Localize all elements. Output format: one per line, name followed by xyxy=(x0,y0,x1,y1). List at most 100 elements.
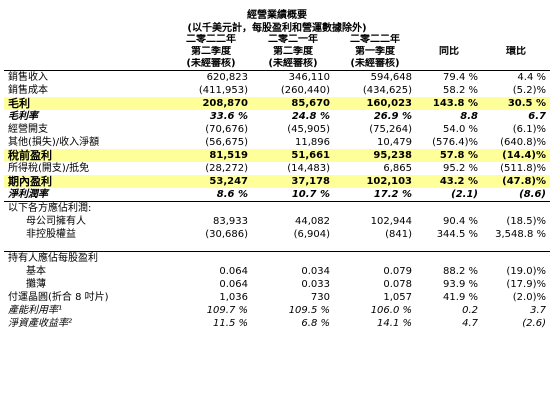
cell: 95,238 xyxy=(334,149,416,162)
table-row: 母公司擁有人 83,933 44,082 102,944 90.4 % (18.… xyxy=(4,215,550,228)
cell: 0.079 xyxy=(383,266,412,277)
cell: (19.0)% xyxy=(506,266,546,277)
cell: 160,023 xyxy=(334,97,416,110)
page-subtitle: (以千美元計，每股盈利和營運數據除外) xyxy=(187,23,367,34)
cell: 24.8 % xyxy=(291,111,330,122)
cell: (14.4)% xyxy=(482,149,550,162)
spacer-row xyxy=(4,241,550,252)
cell: (30,686) xyxy=(205,229,248,240)
cell: (2.6) xyxy=(522,318,546,329)
cell: 93.9 % xyxy=(443,279,478,290)
cell: (18.5)% xyxy=(506,216,546,227)
cell: 730 xyxy=(310,292,330,303)
section-header-row: 以下各方應佔利潤: xyxy=(4,202,550,216)
col2-header-audit: (未經審核) xyxy=(252,58,334,71)
cell: (17.9)% xyxy=(506,279,546,290)
cell: 620,823 xyxy=(206,72,248,83)
cell: 58.2 % xyxy=(443,85,478,96)
table-row: 淨資產收益率² 11.5 % 6.8 % 14.1 % 4.7 (2.6) xyxy=(4,317,550,330)
cell: (75,264) xyxy=(369,124,412,135)
qoq-header: 環比 xyxy=(506,46,526,57)
cell: (8.6) xyxy=(482,188,550,202)
cell: 57.8 % xyxy=(416,149,482,162)
col3-header-audit: (未經審核) xyxy=(334,58,416,71)
col3-header-quarter: 第一季度 xyxy=(355,46,395,57)
header-row-3: (未經審核) (未經審核) (未經審核) xyxy=(4,58,550,71)
table-row: 淨利潤率 8.6 % 10.7 % 17.2 % (2.1) (8.6) xyxy=(4,188,550,202)
cell: (2.0)% xyxy=(512,292,546,303)
cell: (47.8)% xyxy=(482,175,550,188)
cell: 106.0 % xyxy=(370,305,412,316)
cell: 88.2 % xyxy=(443,266,478,277)
cell: (6.1)% xyxy=(512,124,546,135)
cell: 41.9 % xyxy=(443,292,478,303)
header-row-2: 第二季度 第二季度 第一季度 同比 環比 xyxy=(4,46,550,58)
row-label: 銷售收入 xyxy=(8,72,48,83)
cell: 102,103 xyxy=(334,175,416,188)
cell: 6,865 xyxy=(383,163,412,174)
cell: 51,661 xyxy=(252,149,334,162)
row-label: 產能利用率¹ xyxy=(8,305,63,316)
row-label: 其他(損失)/收入淨額 xyxy=(8,137,100,148)
cell: 43.2 % xyxy=(416,175,482,188)
table-row: 付運晶圓(折合 8 吋片) 1,036 730 1,057 41.9 % (2.… xyxy=(4,291,550,304)
cell: (56,675) xyxy=(205,137,248,148)
col2-header-year: 二零二一年 xyxy=(268,34,318,45)
table-row: 非控股權益 (30,686) (6,904) (841) 344.5 % 3,5… xyxy=(4,228,550,241)
cell: (576.4)% xyxy=(432,137,478,148)
cell: 4.4 % xyxy=(517,72,546,83)
cell: 54.0 % xyxy=(443,124,478,135)
cell: 14.1 % xyxy=(377,318,412,329)
col1-header-audit: (未經審核) xyxy=(170,58,252,71)
cell: 30.5 % xyxy=(482,97,550,110)
col2-header-quarter: 第二季度 xyxy=(273,46,313,57)
cell: 346,110 xyxy=(288,72,330,83)
cell: 6.8 % xyxy=(301,318,330,329)
table-row-highlight: 毛利 208,870 85,670 160,023 143.8 % 30.5 % xyxy=(4,97,550,110)
row-label: 母公司擁有人 xyxy=(26,216,86,227)
cell: (260,440) xyxy=(280,85,330,96)
cell: 3.7 xyxy=(530,305,546,316)
cell: 33.6 % xyxy=(209,111,248,122)
table-row: 銷售收入 620,823 346,110 594,648 79.4 % 4.4 … xyxy=(4,71,550,85)
row-label: 稅前盈利 xyxy=(4,149,170,162)
cell: 109.7 % xyxy=(206,305,248,316)
row-label: 銷售成本 xyxy=(8,85,48,96)
cell: (411,953) xyxy=(198,85,248,96)
cell: 79.4 % xyxy=(443,72,478,83)
cell: 3,548.8 % xyxy=(495,229,546,240)
cell: (70,676) xyxy=(205,124,248,135)
row-label: 淨利潤率 xyxy=(4,188,170,202)
table-row: 所得稅(開支)/抵免 (28,272) (14,483) 6,865 95.2 … xyxy=(4,162,550,175)
cell: (511.8)% xyxy=(500,163,546,174)
row-label: 淨資產收益率² xyxy=(8,318,73,329)
cell: (841) xyxy=(385,229,412,240)
table-row: 毛利率 33.6 % 24.8 % 26.9 % 8.8 6.7 xyxy=(4,110,550,123)
cell: 10.7 % xyxy=(252,188,334,202)
row-label: 攤薄 xyxy=(26,279,46,290)
cell: 0.2 xyxy=(462,305,478,316)
cell: 109.5 % xyxy=(288,305,330,316)
row-label: 持有人應佔每股盈利 xyxy=(4,251,170,265)
col3-header-year: 二零二二年 xyxy=(350,34,400,45)
cell: 11,896 xyxy=(295,137,330,148)
cell: (434,625) xyxy=(362,85,412,96)
cell: 4.7 xyxy=(462,318,478,329)
cell: 17.2 % xyxy=(334,188,416,202)
row-label: 基本 xyxy=(26,266,46,277)
cell: 0.064 xyxy=(219,266,248,277)
cell: (2.1) xyxy=(416,188,482,202)
row-label: 期內盈利 xyxy=(4,175,170,188)
cell: 11.5 % xyxy=(213,318,248,329)
section-header-row: 持有人應佔每股盈利 xyxy=(4,251,550,265)
cell: (14,483) xyxy=(287,163,330,174)
table-row: 其他(損失)/收入淨額 (56,675) 11,896 10,479 (576.… xyxy=(4,136,550,149)
cell: 44,082 xyxy=(295,216,330,227)
table-row: 攤薄 0.064 0.033 0.078 93.9 % (17.9)% xyxy=(4,278,550,291)
cell: 1,057 xyxy=(383,292,412,303)
cell: (45,905) xyxy=(287,124,330,135)
cell: 6.7 xyxy=(528,111,546,122)
cell: 8.8 xyxy=(460,111,478,122)
cell: 81,519 xyxy=(170,149,252,162)
